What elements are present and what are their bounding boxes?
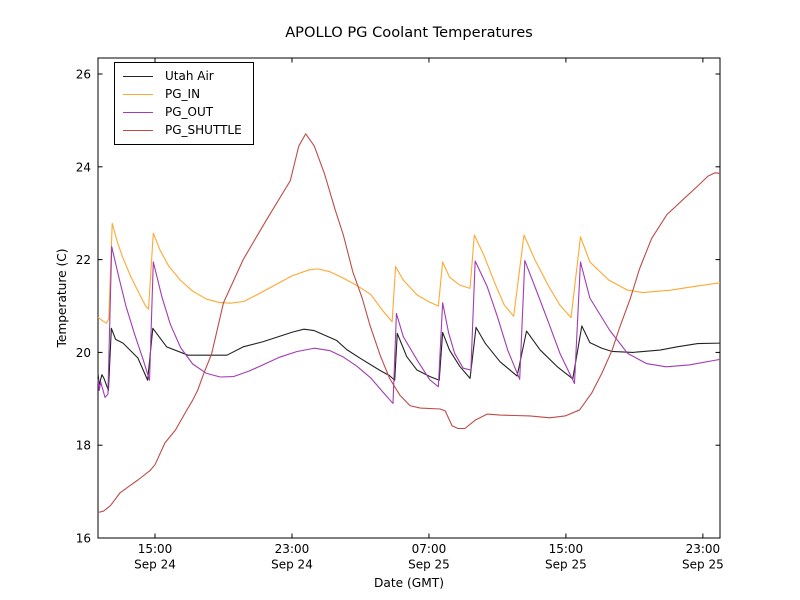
legend-label: PG_SHUTTLE: [165, 123, 242, 137]
legend-label: PG_OUT: [165, 105, 214, 119]
legend-swatch-pg-in: [123, 93, 153, 95]
legend-swatch-pg-shuttle: [123, 129, 153, 131]
y-tick-label: 26: [76, 68, 91, 82]
legend-swatch-utah-air: [123, 75, 153, 77]
legend-row: PG_OUT: [123, 103, 242, 121]
series-line-pg-shuttle: [97, 133, 721, 514]
legend-swatch-pg-out: [123, 111, 153, 113]
x-tick-label-date: Sep 25: [408, 558, 450, 572]
legend-row: Utah Air: [123, 67, 242, 85]
y-tick-label: 22: [76, 253, 91, 267]
legend: Utah Air PG_IN PG_OUT PG_SHUTTLE: [114, 62, 254, 145]
y-tick-label: 24: [76, 160, 91, 174]
series-line-utah-air: [97, 325, 721, 391]
legend-row: PG_SHUTTLE: [123, 121, 242, 139]
y-axis-label: Temperature (C): [55, 248, 69, 348]
x-tick-label-date: Sep 24: [271, 558, 313, 572]
plot-border: [97, 57, 721, 539]
y-tick-label: 18: [76, 439, 91, 453]
x-tick-label-time: 07:00: [412, 542, 447, 556]
x-tick-label-time: 23:00: [686, 542, 721, 556]
chart-title: APOLLO PG Coolant Temperatures: [285, 24, 533, 41]
legend-label: Utah Air: [165, 69, 214, 83]
series-line-pg-in: [97, 222, 721, 324]
x-tick-label-time: 15:00: [549, 542, 584, 556]
x-tick-label-time: 23:00: [275, 542, 310, 556]
x-tick-label-date: Sep 25: [545, 558, 587, 572]
legend-row: PG_IN: [123, 85, 242, 103]
x-axis-label: Date (GMT): [374, 576, 444, 590]
series-line-pg-out: [97, 246, 721, 404]
y-tick-label: 20: [76, 346, 91, 360]
legend-label: PG_IN: [165, 87, 201, 101]
x-tick-label-time: 15:00: [138, 542, 173, 556]
x-tick-label-date: Sep 25: [682, 558, 724, 572]
x-tick-label-date: Sep 24: [134, 558, 176, 572]
y-tick-label: 16: [76, 532, 91, 546]
